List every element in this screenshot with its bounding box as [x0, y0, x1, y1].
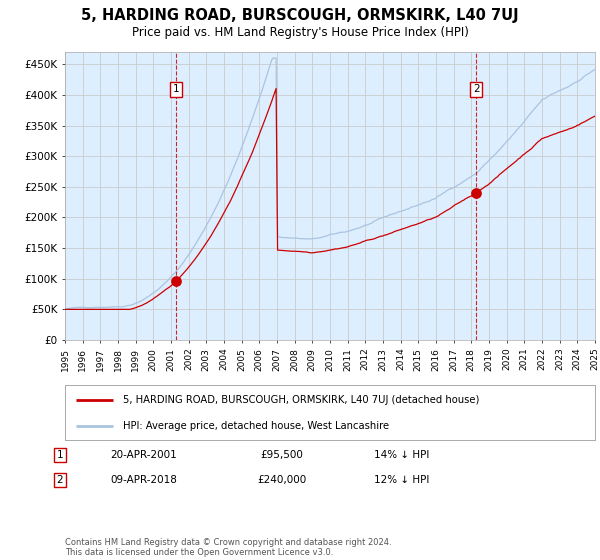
Text: 1: 1: [172, 85, 179, 95]
Text: 12% ↓ HPI: 12% ↓ HPI: [374, 475, 430, 485]
Text: 14% ↓ HPI: 14% ↓ HPI: [374, 450, 430, 460]
Point: [472, 189, 481, 198]
Text: 1: 1: [56, 450, 64, 460]
Text: Contains HM Land Registry data © Crown copyright and database right 2024.
This d: Contains HM Land Registry data © Crown c…: [65, 538, 392, 557]
Text: 20-APR-2001: 20-APR-2001: [110, 450, 178, 460]
Text: 09-APR-2018: 09-APR-2018: [110, 475, 178, 485]
Text: 2: 2: [56, 475, 64, 485]
Text: 2: 2: [473, 85, 479, 95]
Point: [171, 277, 181, 286]
Text: Price paid vs. HM Land Registry's House Price Index (HPI): Price paid vs. HM Land Registry's House …: [131, 26, 469, 39]
Text: £240,000: £240,000: [257, 475, 307, 485]
Text: 5, HARDING ROAD, BURSCOUGH, ORMSKIRK, L40 7UJ: 5, HARDING ROAD, BURSCOUGH, ORMSKIRK, L4…: [81, 8, 519, 23]
Text: 5, HARDING ROAD, BURSCOUGH, ORMSKIRK, L40 7UJ (detached house): 5, HARDING ROAD, BURSCOUGH, ORMSKIRK, L4…: [124, 395, 479, 405]
Text: HPI: Average price, detached house, West Lancashire: HPI: Average price, detached house, West…: [124, 421, 389, 431]
Text: £95,500: £95,500: [260, 450, 304, 460]
